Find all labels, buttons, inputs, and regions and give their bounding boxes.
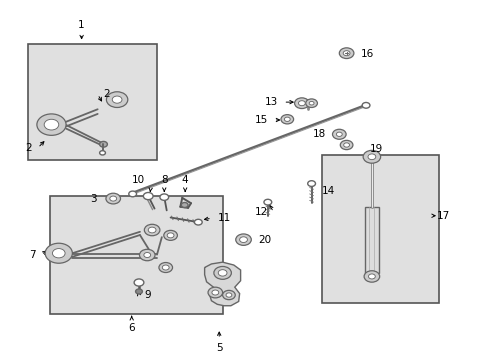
- Circle shape: [235, 234, 251, 246]
- Circle shape: [143, 252, 150, 257]
- Circle shape: [213, 266, 231, 279]
- Circle shape: [181, 203, 188, 207]
- Circle shape: [159, 262, 172, 273]
- Circle shape: [194, 219, 202, 225]
- Text: 11: 11: [217, 213, 230, 223]
- Circle shape: [343, 51, 349, 56]
- Text: 14: 14: [322, 186, 335, 197]
- Circle shape: [298, 101, 305, 106]
- Circle shape: [135, 289, 142, 294]
- Bar: [322, 155, 438, 303]
- Circle shape: [305, 99, 317, 108]
- Circle shape: [144, 224, 160, 236]
- Circle shape: [294, 98, 308, 109]
- Circle shape: [37, 114, 66, 135]
- Text: 12: 12: [254, 207, 267, 217]
- Circle shape: [222, 291, 235, 300]
- Circle shape: [368, 274, 374, 279]
- Circle shape: [211, 290, 218, 295]
- PathPatch shape: [204, 262, 240, 306]
- Circle shape: [336, 132, 342, 136]
- Circle shape: [163, 230, 177, 240]
- Circle shape: [218, 270, 226, 276]
- Circle shape: [332, 129, 346, 139]
- Circle shape: [143, 193, 153, 200]
- Circle shape: [162, 265, 169, 270]
- Circle shape: [160, 194, 168, 201]
- Text: 19: 19: [369, 144, 383, 154]
- Circle shape: [225, 293, 231, 297]
- Circle shape: [167, 233, 174, 238]
- Circle shape: [45, 243, 72, 263]
- Circle shape: [148, 227, 156, 233]
- Circle shape: [100, 151, 105, 155]
- Circle shape: [340, 140, 352, 150]
- Bar: [50, 196, 222, 314]
- Circle shape: [128, 191, 136, 197]
- Text: 13: 13: [264, 97, 277, 107]
- Text: 4: 4: [182, 175, 188, 185]
- Text: 6: 6: [128, 323, 135, 333]
- Circle shape: [134, 279, 143, 286]
- Circle shape: [364, 271, 379, 282]
- Circle shape: [112, 96, 122, 103]
- Circle shape: [110, 196, 116, 201]
- Circle shape: [307, 181, 315, 186]
- Text: 2: 2: [25, 143, 32, 153]
- Circle shape: [284, 117, 289, 121]
- Circle shape: [339, 48, 353, 59]
- Circle shape: [100, 141, 107, 147]
- Text: 9: 9: [144, 290, 151, 300]
- Circle shape: [106, 92, 127, 108]
- Circle shape: [52, 249, 65, 258]
- Text: 1: 1: [78, 20, 85, 30]
- Circle shape: [264, 199, 271, 205]
- Circle shape: [343, 143, 349, 147]
- Circle shape: [44, 119, 59, 130]
- Text: 20: 20: [258, 235, 271, 245]
- Circle shape: [207, 287, 222, 298]
- Circle shape: [363, 150, 380, 163]
- Text: 18: 18: [312, 129, 325, 139]
- Bar: [28, 44, 157, 160]
- Text: 16: 16: [361, 49, 374, 59]
- Circle shape: [362, 103, 369, 108]
- Circle shape: [139, 249, 155, 261]
- Text: 7: 7: [29, 250, 35, 260]
- Text: 3: 3: [90, 194, 97, 203]
- Circle shape: [367, 154, 375, 159]
- Text: 17: 17: [436, 211, 449, 221]
- Text: 15: 15: [254, 115, 267, 125]
- Circle shape: [239, 237, 247, 243]
- Bar: [365, 207, 378, 273]
- Circle shape: [106, 193, 120, 204]
- Text: 2: 2: [103, 89, 110, 99]
- Circle shape: [281, 114, 293, 124]
- Text: 5: 5: [216, 342, 222, 352]
- Text: 10: 10: [131, 175, 144, 185]
- Circle shape: [308, 102, 313, 105]
- Text: 8: 8: [161, 175, 167, 185]
